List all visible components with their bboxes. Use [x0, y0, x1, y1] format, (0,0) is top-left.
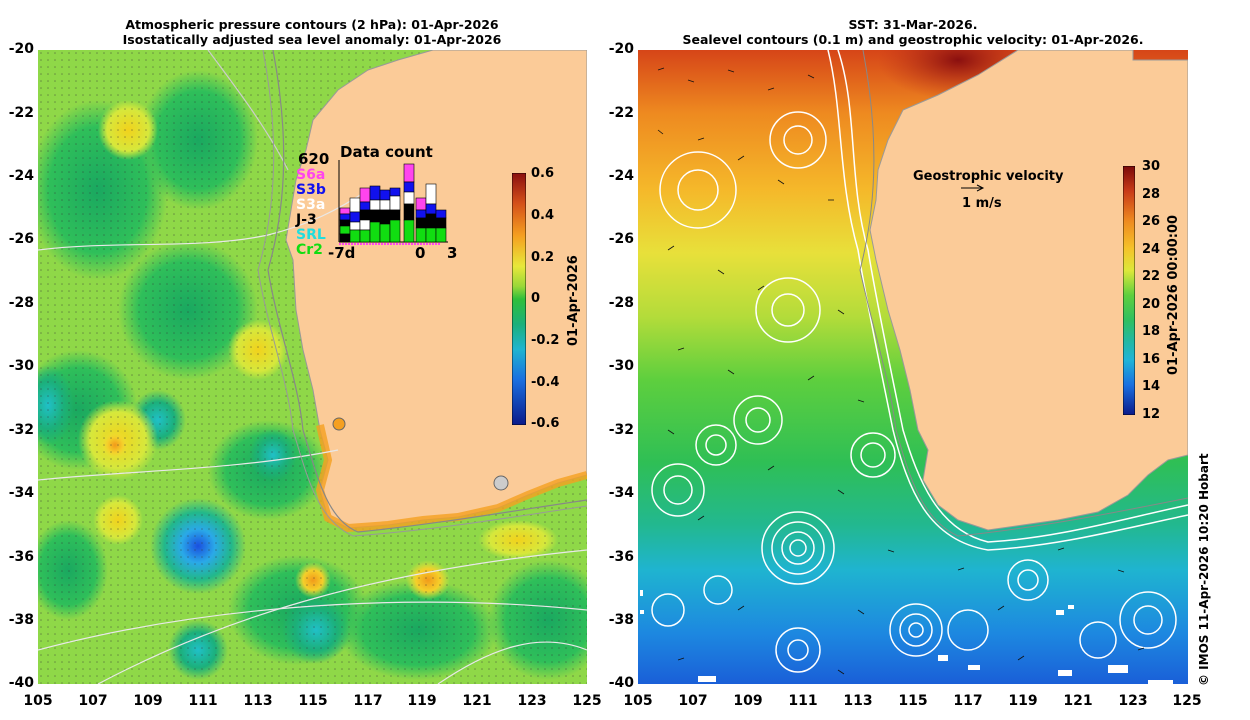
left-y-tick: -30 — [8, 358, 34, 374]
bar-day — [359, 187, 371, 243]
left-cb-tick: 0.4 — [531, 208, 555, 223]
left-map — [38, 50, 587, 684]
right-title-line2: Sealevel contours (0.1 m) and geostrophi… — [682, 32, 1144, 47]
left-x-tick: 105 — [23, 693, 53, 709]
right-x-tick: 119 — [1008, 693, 1038, 709]
right-x-tick: 111 — [788, 693, 818, 709]
left-y-tick: -28 — [8, 295, 34, 311]
left-y-tick: -26 — [8, 231, 34, 247]
sat-label-s6a: S6a — [296, 167, 326, 183]
right-cb-tick: 30 — [1142, 159, 1161, 174]
right-land — [869, 50, 1188, 531]
right-x-tick: 107 — [678, 693, 708, 709]
right-y-tick: -34 — [608, 485, 634, 501]
right-y-tick: -22 — [608, 105, 634, 121]
right-x-tick: 109 — [733, 693, 763, 709]
right-cb-tick: 26 — [1142, 214, 1161, 229]
left-x-tick: 109 — [133, 693, 163, 709]
bar-day — [349, 197, 361, 243]
right-cb-tick: 12 — [1142, 407, 1161, 422]
bar-day — [425, 183, 437, 243]
data-count-title: Data count — [340, 143, 433, 161]
left-y-tick: -20 — [8, 41, 34, 57]
velocity-legend-arrow — [961, 184, 985, 192]
right-x-tick: 117 — [953, 693, 983, 709]
left-x-tick: 117 — [353, 693, 383, 709]
right-x-tick: 121 — [1063, 693, 1093, 709]
left-cb-tick: 0.2 — [531, 250, 555, 265]
left-y-tick: -36 — [8, 549, 34, 565]
right-x-tick: 123 — [1118, 693, 1148, 709]
sat-label-cr2: Cr2 — [296, 242, 323, 258]
left-cb-tick: -0.2 — [531, 333, 560, 348]
right-cb-tick: 22 — [1142, 269, 1161, 284]
left-x-tick: 113 — [243, 693, 273, 709]
left-colorbar-label: 01-Apr-2026 — [566, 255, 581, 346]
left-y-tick: -34 — [8, 485, 34, 501]
left-cb-tick: -0.4 — [531, 375, 560, 390]
right-cb-tick: 24 — [1142, 242, 1161, 257]
sat-label-srl: SRL — [296, 227, 326, 243]
left-x-tick: 107 — [78, 693, 108, 709]
right-cb-tick: 20 — [1142, 297, 1161, 312]
right-y-tick: -26 — [608, 231, 634, 247]
right-y-tick: -30 — [608, 358, 634, 374]
left-x-tick: 115 — [298, 693, 328, 709]
bar-day — [339, 207, 351, 243]
right-title-line1: SST: 31-Mar-2026. — [848, 17, 978, 32]
right-cb-tick: 18 — [1142, 324, 1161, 339]
right-colorbar — [1123, 166, 1135, 415]
left-x-tick: 125 — [572, 693, 602, 709]
bar-day — [369, 185, 381, 243]
right-y-tick: -38 — [608, 612, 634, 628]
right-y-tick: -36 — [608, 549, 634, 565]
sat-label-j3: J-3 — [296, 212, 317, 228]
right-y-tick: -32 — [608, 422, 634, 438]
left-cb-tick: 0 — [531, 291, 541, 306]
right-y-tick: -40 — [608, 675, 634, 691]
credit-text: © IMOS 11-Apr-2026 10:20 Hobart — [1197, 453, 1211, 686]
left-x-tick: 123 — [517, 693, 547, 709]
bar-day — [435, 209, 447, 243]
right-cb-tick: 14 — [1142, 379, 1161, 394]
left-x-tick: 119 — [407, 693, 437, 709]
right-x-tick: 125 — [1172, 693, 1202, 709]
right-x-tick: 115 — [898, 693, 928, 709]
sat-label-s3a: S3a — [296, 197, 326, 213]
bar-day — [415, 197, 427, 243]
data-count-x-zero: 0 — [415, 244, 426, 262]
left-y-tick: -40 — [8, 675, 34, 691]
left-cb-tick: -0.6 — [531, 416, 560, 431]
right-colorbar-label: 01-Apr-2026 00:00:00 — [1166, 214, 1181, 375]
sat-label-s3b: S3b — [296, 182, 326, 198]
left-y-tick: -24 — [8, 168, 34, 184]
right-x-tick: 113 — [843, 693, 873, 709]
right-cb-tick: 28 — [1142, 187, 1161, 202]
right-y-tick: -24 — [608, 168, 634, 184]
bar-day — [403, 163, 415, 243]
right-map — [638, 50, 1188, 684]
left-cb-tick: 0.6 — [531, 166, 555, 181]
bar-day — [379, 189, 391, 243]
right-y-tick: -20 — [608, 41, 634, 57]
right-cb-tick: 16 — [1142, 352, 1161, 367]
left-title-line2: Isostatically adjusted sea level anomaly… — [122, 32, 502, 47]
left-y-tick: -38 — [8, 612, 34, 628]
bar-day — [389, 187, 401, 243]
left-y-tick: -32 — [8, 422, 34, 438]
velocity-legend-title: Geostrophic velocity — [913, 169, 1064, 184]
left-title-line1: Atmospheric pressure contours (2 hPa): 0… — [125, 17, 499, 32]
data-count-max: 620 — [298, 150, 330, 168]
data-count-bars — [338, 160, 448, 245]
left-colorbar — [512, 173, 526, 425]
data-count-x-end: 3 — [447, 244, 458, 262]
right-x-tick: 105 — [623, 693, 653, 709]
right-y-tick: -28 — [608, 295, 634, 311]
data-count-x-start: -7d — [328, 244, 356, 262]
velocity-legend-scale: 1 m/s — [962, 196, 1002, 211]
left-y-tick: -22 — [8, 105, 34, 121]
left-x-tick: 111 — [188, 693, 218, 709]
left-x-tick: 121 — [462, 693, 492, 709]
